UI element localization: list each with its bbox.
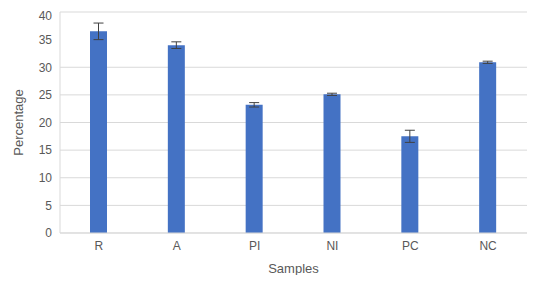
svg-text:A: A	[173, 239, 181, 253]
svg-text:10: 10	[39, 171, 53, 185]
svg-text:5: 5	[45, 199, 52, 213]
svg-text:NC: NC	[479, 239, 497, 253]
svg-text:30: 30	[39, 61, 53, 75]
svg-text:40: 40	[39, 9, 53, 23]
svg-text:Percentage: Percentage	[11, 89, 26, 156]
svg-text:20: 20	[39, 116, 53, 130]
svg-text:35: 35	[39, 33, 53, 47]
svg-text:25: 25	[39, 88, 53, 102]
svg-text:15: 15	[39, 143, 53, 157]
svg-text:0: 0	[45, 226, 52, 240]
svg-text:NI: NI	[326, 239, 338, 253]
svg-text:PI: PI	[249, 239, 260, 253]
svg-text:PC: PC	[402, 239, 419, 253]
svg-text:Samples: Samples	[268, 261, 319, 275]
svg-text:R: R	[95, 239, 104, 253]
